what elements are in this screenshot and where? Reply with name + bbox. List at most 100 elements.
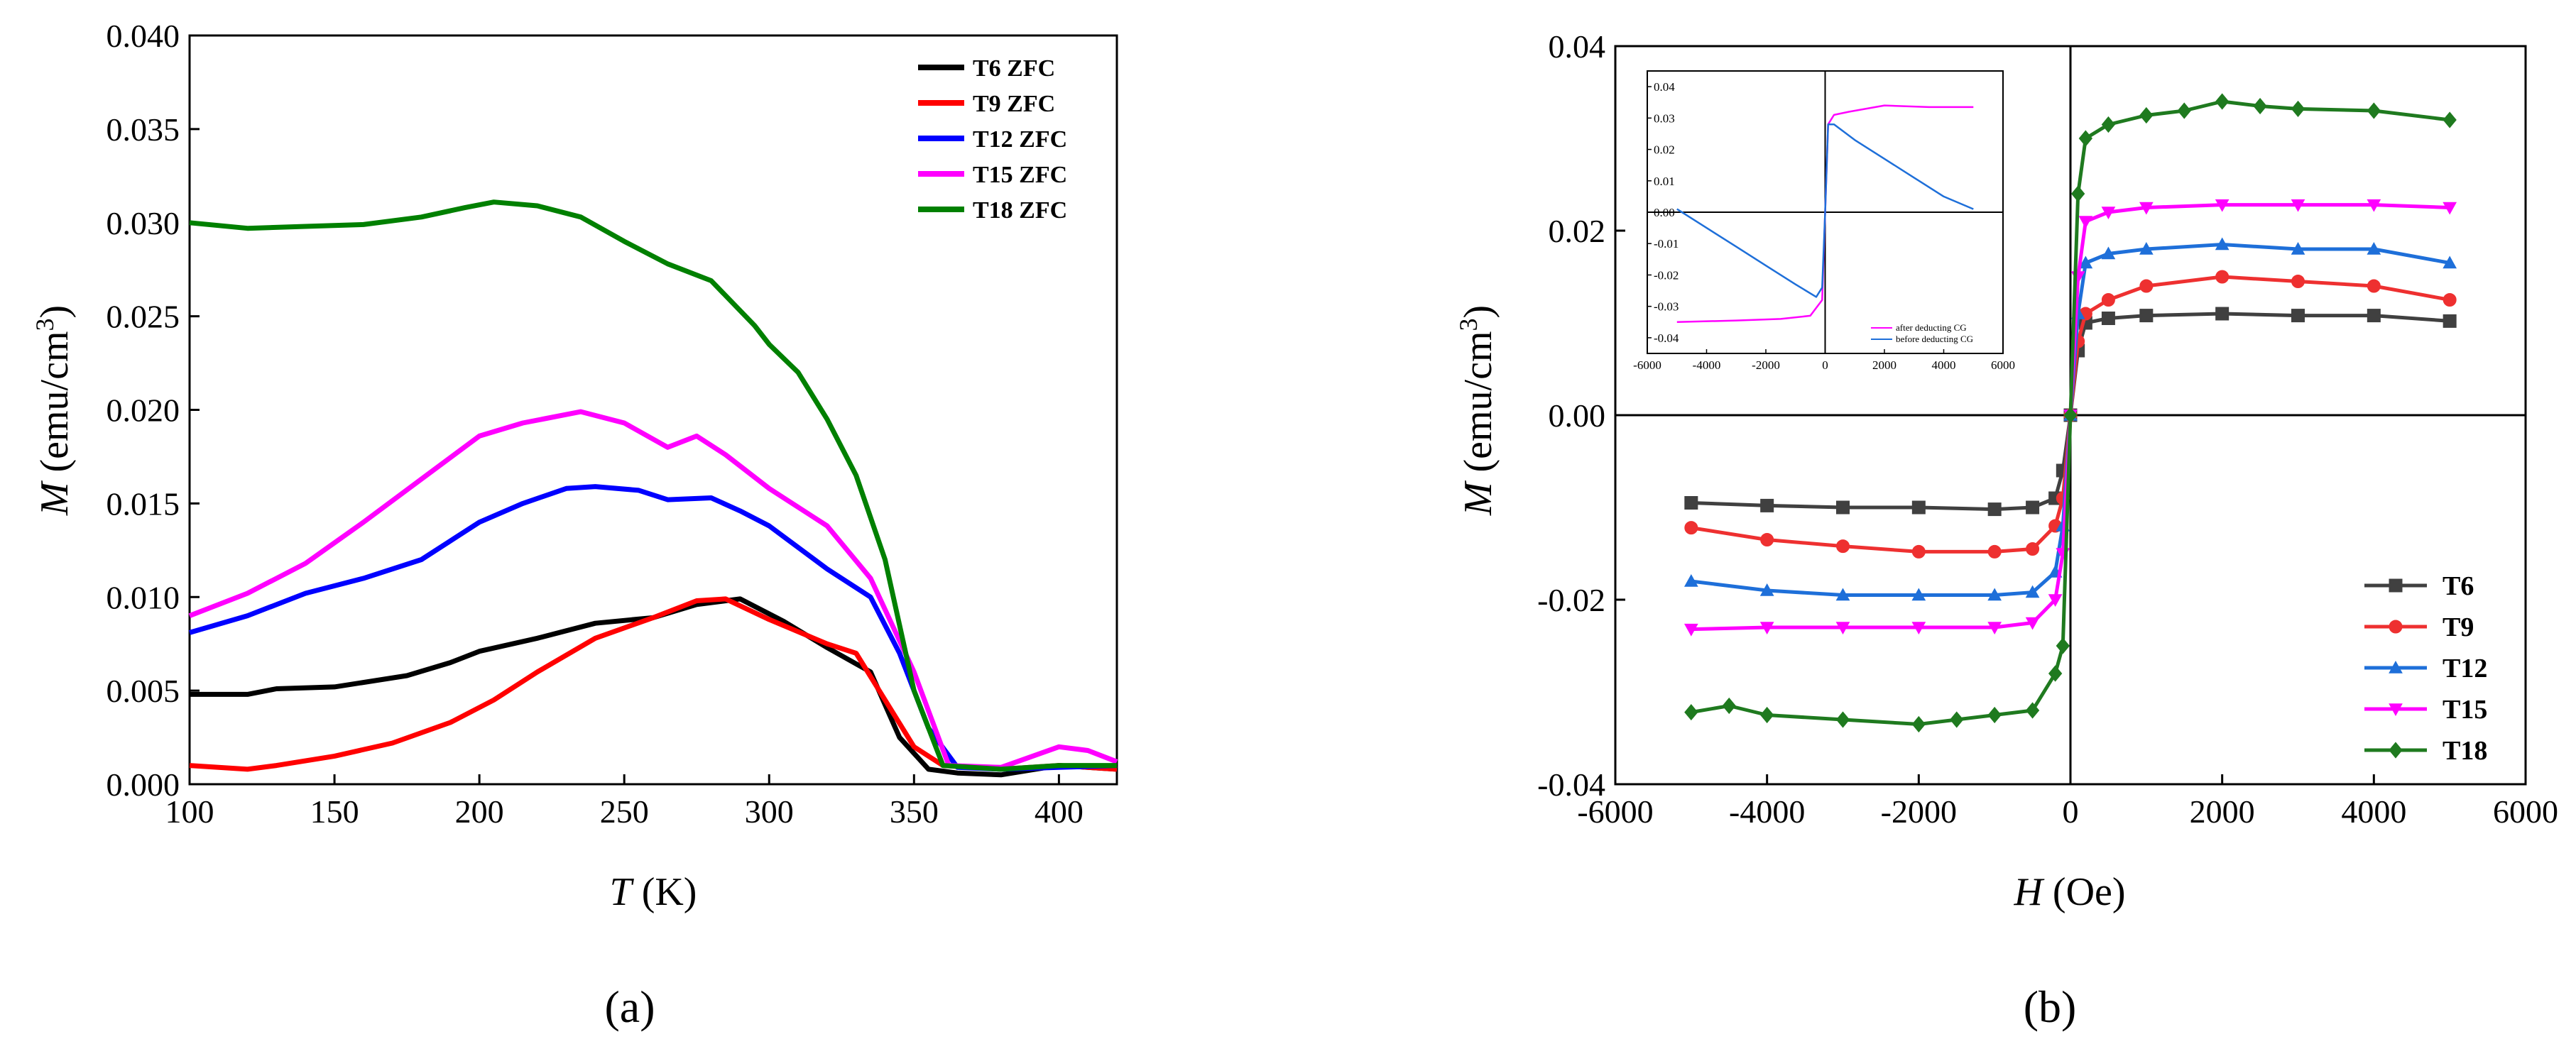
inset-legend-label-after: after deducting CG — [1896, 322, 1967, 333]
series-point-t6 — [1684, 496, 1698, 510]
y-tick-label: 0.035 — [107, 111, 180, 148]
series-point-t18 — [2063, 407, 2078, 424]
y-tick-label: 0.015 — [107, 485, 180, 522]
series-point-t18 — [1835, 711, 1850, 728]
series-point-t15 — [2101, 207, 2116, 220]
series-point-t12 — [2291, 241, 2305, 255]
inset-x-tick-label: 0 — [1822, 358, 1828, 372]
series-point-t18 — [2101, 116, 2116, 133]
series-point-t6 — [1760, 498, 1774, 512]
series-point-t15 — [2078, 216, 2093, 229]
x-tick-label: 250 — [600, 793, 649, 830]
series-point-t18 — [1684, 704, 1698, 721]
series-point-t6 — [2101, 312, 2115, 325]
y-tick-label: 0.00 — [1549, 397, 1606, 434]
series-point-t9 — [1836, 539, 1850, 554]
series-point-t15 — [1835, 622, 1850, 635]
series-point-t15 — [2139, 202, 2154, 215]
inset-x-tick-label: -6000 — [1633, 358, 1661, 372]
series-point-t15 — [2367, 199, 2381, 212]
x-tick-label: -6000 — [1577, 793, 1653, 830]
series-b — [1683, 93, 2457, 733]
inset-y-tick-label: 0.03 — [1654, 111, 1675, 125]
series-point-t12 — [2215, 237, 2230, 251]
legend-marker-t15 — [2389, 703, 2403, 717]
inset-y-tick-label: 0.00 — [1654, 206, 1675, 219]
x-tick-label: 400 — [1035, 793, 1084, 830]
legend-label-t12-zfc: T12 ZFC — [973, 126, 1067, 153]
series-point-t9 — [2291, 275, 2305, 288]
series-point-t12 — [1987, 588, 2002, 601]
inset-y-tick-label: -0.03 — [1654, 300, 1679, 314]
series-point-t15 — [2048, 594, 2063, 608]
series-point-t18 — [2056, 637, 2070, 654]
series-point-t9 — [1684, 521, 1698, 535]
series-point-t9 — [2139, 279, 2154, 293]
x-axis-label-a: T (K) — [610, 870, 697, 914]
series-point-t15 — [1987, 622, 2002, 635]
series-point-t15 — [1759, 622, 1774, 635]
series-line-t9-zfc — [189, 596, 1118, 772]
series-point-t18 — [2177, 102, 2191, 119]
inset-plot: 0.04 0.03 0.02 0.01 0.00 -0.01 -0.02 -0.03 -0.04… — [1633, 70, 2015, 372]
series-a — [188, 199, 1118, 778]
legend-marker-t12 — [2389, 660, 2403, 674]
series-point-t9 — [1760, 533, 1774, 546]
series-point-t9 — [2443, 293, 2457, 307]
series-point-t18 — [2215, 93, 2230, 110]
series-point-t6 — [2367, 309, 2381, 323]
series-point-t12 — [2101, 246, 2116, 260]
inset-y-tick-label: 0.02 — [1654, 143, 1675, 157]
series-point-t18 — [2367, 102, 2381, 119]
series-point-t18 — [2025, 702, 2040, 719]
series-point-t9 — [1911, 544, 1926, 559]
series-point-t12 — [2443, 255, 2457, 269]
series-point-t12 — [1759, 583, 1774, 596]
series-point-t18 — [2048, 665, 2063, 682]
series-point-t9 — [1987, 544, 2002, 559]
legend-a: T6 ZFC T9 ZFC T12 ZFC T15 ZFC T18 ZFC — [918, 55, 1067, 224]
x-tick-label: 4000 — [2341, 793, 2406, 830]
caption-a: (a) — [604, 982, 655, 1032]
x-tick-label: 150 — [310, 793, 359, 830]
x-tick-label: 100 — [165, 793, 214, 830]
y-axis-label-b: M (emu/cm3) — [1454, 305, 1500, 516]
legend-label-t9: T9 — [2443, 612, 2474, 642]
series-point-t6 — [2026, 500, 2040, 515]
inset-y-tick-label: 0.01 — [1654, 175, 1675, 188]
inset-x-ticks: -6000 -4000 -2000 0 2000 4000 6000 — [1633, 349, 2015, 372]
inset-y-ticks: 0.04 0.03 0.02 0.01 0.00 -0.01 -0.02 -0.03 -0.04 — [1647, 80, 1679, 345]
y-tick-label: 0.020 — [107, 392, 180, 429]
series-line-t6-zfc — [190, 596, 1118, 778]
legend-label-t9-zfc: T9 ZFC — [973, 91, 1055, 117]
series-point-t18 — [1950, 711, 1964, 728]
series-point-t12 — [2078, 255, 2093, 269]
series-point-t18 — [1911, 715, 1926, 733]
x-axis-label-b: H (Oe) — [2013, 870, 2125, 914]
y-tick-label: 0.010 — [107, 579, 180, 615]
caption-b: (b) — [2024, 982, 2077, 1032]
series-line-t12-zfc — [189, 484, 1118, 772]
y-tick-label: 0.000 — [107, 766, 180, 803]
inset-x-tick-label: -2000 — [1752, 358, 1780, 372]
legend-marker-t6 — [2389, 578, 2403, 593]
y-ticks-b: -0.04 -0.02 0.00 0.02 0.04 — [1537, 28, 1625, 803]
x-tick-label: 6000 — [2493, 793, 2558, 830]
legend-marker-t9 — [2389, 620, 2403, 634]
inset-x-tick-label: 2000 — [1872, 358, 1896, 372]
series-point-t15 — [1911, 622, 1926, 635]
legend-label-t12: T12 — [2443, 654, 2487, 683]
x-tick-label: 350 — [890, 793, 939, 830]
series-point-t9 — [2101, 293, 2115, 307]
series-point-t9 — [2215, 270, 2230, 284]
series-point-t6 — [2291, 309, 2305, 323]
series-point-t18 — [2078, 130, 2093, 147]
inset-y-tick-label: -0.02 — [1654, 268, 1679, 282]
x-ticks-a: 100 150 200 250 300 350 400 — [165, 774, 1084, 830]
y-tick-label: 0.030 — [107, 205, 180, 241]
inset-x-tick-label: 4000 — [1932, 358, 1956, 372]
series-point-t15 — [2025, 617, 2040, 630]
x-ticks-b: -6000 -4000 -2000 0 2000 4000 6000 — [1577, 774, 2558, 830]
series-point-t12 — [1683, 573, 1698, 587]
